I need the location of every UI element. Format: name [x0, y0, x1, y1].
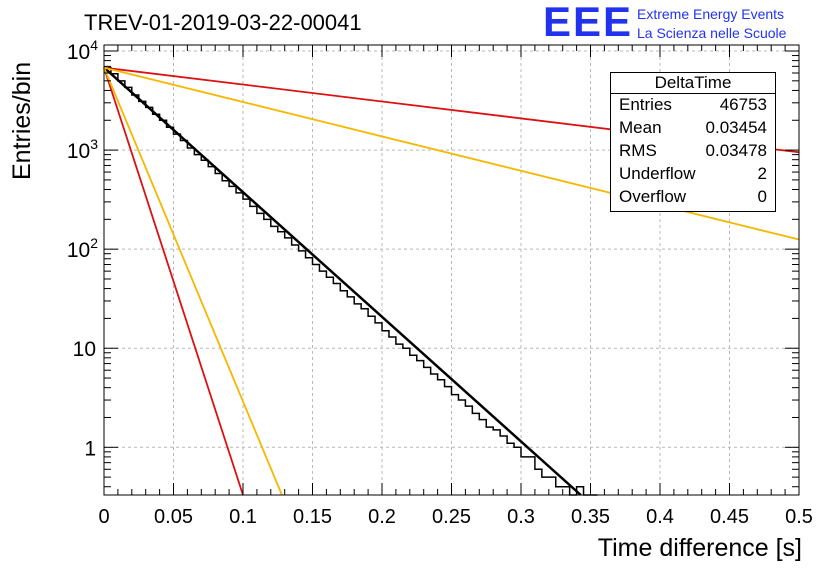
stats-value: 0.03478 [705, 141, 767, 160]
stats-box: DeltaTime Entries 46753 Mean 0.03454 RMS… [610, 72, 776, 212]
curve-0 [103, 66, 582, 496]
stats-row-mean: Mean 0.03454 [619, 118, 767, 140]
brand-line-2: La Scienza nelle Scuole [637, 25, 787, 41]
y-tick-label: 1 [84, 437, 96, 460]
y-tick-label: 104 [67, 37, 98, 64]
x-tick-label: 0.45 [710, 506, 749, 528]
stats-key: Entries [619, 95, 672, 114]
x-tick-label: 0.4 [646, 506, 674, 528]
eee-logo: EEE [543, 0, 634, 45]
brand-block: EEE Extreme Energy Events La Scienza nel… [543, 0, 833, 45]
stats-row-underflow: Underflow 2 [619, 164, 767, 186]
stats-key: Mean [619, 118, 662, 137]
x-tick-label: 0.1 [229, 506, 257, 528]
stats-key: Underflow [619, 164, 696, 183]
stats-row-rms: RMS 0.03478 [619, 141, 767, 163]
x-axis-ticks: 0 0.05 0.1 0.15 0.2 0.25 0.3 0.35 0.4 0.45 0.5 [98, 45, 813, 528]
stats-value: 0.03454 [705, 118, 767, 137]
y-axis-label: Entries/bin [8, 61, 36, 180]
y-tick-label: 103 [67, 136, 98, 163]
brand-line-1: Extreme Energy Events [637, 6, 785, 22]
stats-row-entries: Entries 46753 [619, 95, 767, 117]
stats-title: DeltaTime [654, 73, 732, 92]
histogram [104, 66, 598, 496]
stats-key: Overflow [619, 187, 687, 206]
curve-2 [103, 67, 244, 496]
y-axis-ticks: 1 10 102 103 104 [67, 37, 799, 488]
stats-value: 0 [757, 187, 767, 206]
y-tick-label: 102 [67, 235, 98, 262]
histogram-outline [104, 66, 598, 496]
x-tick-label: 0.3 [507, 506, 535, 528]
stats-divider [611, 93, 775, 94]
x-tick-label: 0.05 [154, 506, 193, 528]
stats-value: 2 [757, 164, 767, 183]
stats-value: 46753 [719, 95, 767, 114]
stats-row-overflow: Overflow 0 [619, 187, 767, 209]
x-tick-label: 0.5 [785, 506, 813, 528]
x-tick-label: 0.35 [571, 506, 610, 528]
x-tick-label: 0.15 [293, 506, 332, 528]
curve-4 [103, 67, 283, 496]
stats-key: RMS [619, 141, 657, 160]
x-tick-label: 0.2 [368, 506, 396, 528]
x-tick-label: 0 [98, 506, 109, 528]
y-tick-label: 10 [73, 338, 96, 361]
x-axis-label: Time difference [s] [597, 534, 802, 562]
x-tick-label: 0.25 [432, 506, 471, 528]
plot-title: TREV-01-2019-03-22-00041 [84, 10, 362, 35]
